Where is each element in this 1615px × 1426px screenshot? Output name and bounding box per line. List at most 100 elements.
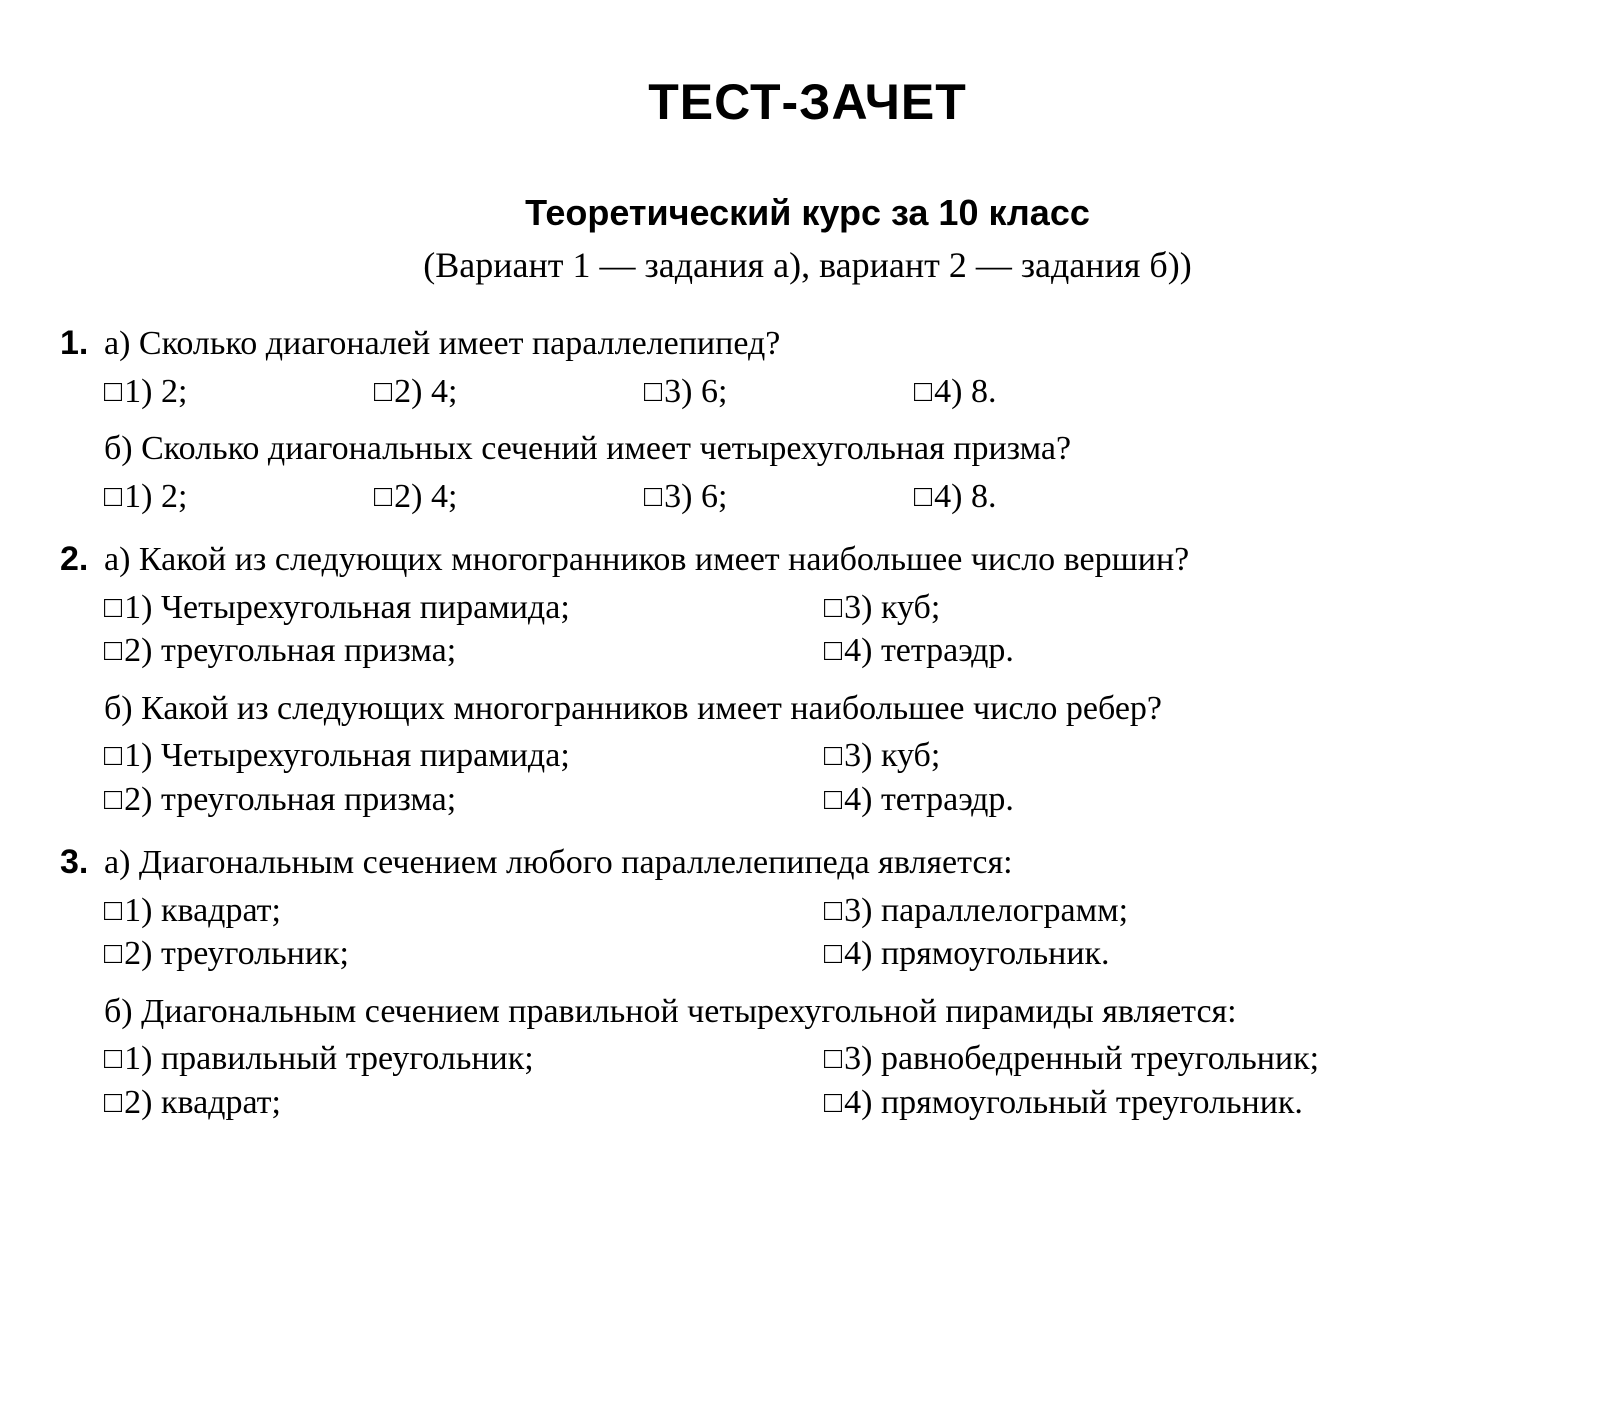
q3-number: 3. — [60, 841, 104, 885]
option-label: 4) прямоугольный треугольник. — [844, 1081, 1303, 1125]
document-title: ТЕСТ-ЗАЧЕТ — [60, 70, 1555, 134]
q1b-opt1[interactable]: □1) 2; — [104, 475, 374, 519]
q2a-opt3[interactable]: □3) куб; — [824, 586, 1524, 630]
question-1: 1. а) Сколько диагоналей имеет параллеле… — [60, 322, 1555, 518]
option-label: 4) 8. — [934, 475, 996, 519]
test-page: ТЕСТ-ЗАЧЕТ Теоретический курс за 10 клас… — [0, 0, 1615, 1426]
option-label: 4) тетраэдр. — [844, 629, 1014, 673]
option-label: 3) 6; — [664, 370, 727, 414]
q1b-text: б) Сколько диагональных сечений имеет че… — [104, 427, 1555, 471]
checkbox-icon: □ — [824, 593, 842, 623]
option-label: 2) треугольная призма; — [124, 778, 456, 822]
option-label: 2) квадрат; — [124, 1081, 281, 1125]
checkbox-icon: □ — [824, 1044, 842, 1074]
checkbox-icon: □ — [104, 1044, 122, 1074]
option-label: 4) тетраэдр. — [844, 778, 1014, 822]
question-2: 2. а) Какой из следующих многогранников … — [60, 538, 1555, 821]
option-label: 3) 6; — [664, 475, 727, 519]
q1a-opt1[interactable]: □1) 2; — [104, 370, 374, 414]
option-label: 1) 2; — [124, 370, 187, 414]
checkbox-icon: □ — [644, 482, 662, 512]
option-label: 1) Четырехугольная пирамида; — [124, 734, 570, 778]
checkbox-icon: □ — [104, 636, 122, 666]
q1a-head: 1. а) Сколько диагоналей имеет параллеле… — [60, 322, 1555, 366]
option-label: 3) куб; — [844, 586, 940, 630]
q2a-text: а) Какой из следующих многогранников име… — [104, 538, 1189, 582]
q1a-opt3[interactable]: □3) 6; — [644, 370, 914, 414]
q1b-opt4[interactable]: □4) 8. — [914, 475, 1184, 519]
q2b-head: б) Какой из следующих многогранников име… — [104, 687, 1555, 731]
q1a-opt2[interactable]: □2) 4; — [374, 370, 644, 414]
checkbox-icon: □ — [914, 482, 932, 512]
option-label: 4) прямоугольник. — [844, 932, 1109, 976]
q2a-opt1[interactable]: □1) Четырехугольная пирамида; — [104, 586, 824, 630]
checkbox-icon: □ — [104, 377, 122, 407]
option-label: 1) квадрат; — [124, 889, 281, 933]
checkbox-icon: □ — [104, 482, 122, 512]
option-label: 1) 2; — [124, 475, 187, 519]
q3a-head: 3. а) Диагональным сечением любого парал… — [60, 841, 1555, 885]
document-subtitle: Теоретический курс за 10 класс — [60, 190, 1555, 236]
checkbox-icon: □ — [104, 939, 122, 969]
q2b-opt1[interactable]: □1) Четырехугольная пирамида; — [104, 734, 824, 778]
option-label: 1) Четырехугольная пирамида; — [124, 586, 570, 630]
q2a-opt4[interactable]: □4) тетраэдр. — [824, 629, 1524, 673]
q3a-opt1[interactable]: □1) квадрат; — [104, 889, 824, 933]
option-label: 2) 4; — [394, 475, 457, 519]
option-label: 3) куб; — [844, 734, 940, 778]
q1b-opt3[interactable]: □3) 6; — [644, 475, 914, 519]
option-label: 2) треугольная призма; — [124, 629, 456, 673]
q3a-text: а) Диагональным сечением любого параллел… — [104, 841, 1013, 885]
checkbox-icon: □ — [824, 896, 842, 926]
checkbox-icon: □ — [104, 896, 122, 926]
q2a-options: □1) Четырехугольная пирамида; □3) куб; □… — [104, 586, 1555, 673]
q2b-opt2[interactable]: □2) треугольная призма; — [104, 778, 824, 822]
q2b-opt3[interactable]: □3) куб; — [824, 734, 1524, 778]
q3a-options: □1) квадрат; □3) параллелограмм; □2) тре… — [104, 889, 1555, 976]
q3b-opt3[interactable]: □3) равнобедренный треугольник; — [824, 1037, 1524, 1081]
checkbox-icon: □ — [104, 1088, 122, 1118]
q3a-opt3[interactable]: □3) параллелограмм; — [824, 889, 1524, 933]
checkbox-icon: □ — [104, 593, 122, 623]
q1b-head: б) Сколько диагональных сечений имеет че… — [104, 427, 1555, 471]
q2-number: 2. — [60, 538, 104, 582]
q1a-text: а) Сколько диагоналей имеет параллелепип… — [104, 322, 780, 366]
q3b-options: □1) правильный треугольник; □3) равнобед… — [104, 1037, 1555, 1124]
q2b-opt4[interactable]: □4) тетраэдр. — [824, 778, 1524, 822]
q3a-opt4[interactable]: □4) прямоугольник. — [824, 932, 1524, 976]
q3b-text: б) Диагональным сечением правильной четы… — [104, 990, 1555, 1034]
q1-number: 1. — [60, 322, 104, 366]
q1a-options: □1) 2; □2) 4; □3) 6; □4) 8. — [104, 370, 1555, 414]
option-label: 2) 4; — [394, 370, 457, 414]
checkbox-icon: □ — [374, 482, 392, 512]
checkbox-icon: □ — [104, 741, 122, 771]
q1a-opt4[interactable]: □4) 8. — [914, 370, 1184, 414]
variant-line: (Вариант 1 — задания а), вариант 2 — зад… — [60, 242, 1555, 288]
checkbox-icon: □ — [914, 377, 932, 407]
option-label: 2) треугольник; — [124, 932, 349, 976]
q2b-options: □1) Четырехугольная пирамида; □3) куб; □… — [104, 734, 1555, 821]
q3b-head: б) Диагональным сечением правильной четы… — [104, 990, 1555, 1034]
q2a-opt2[interactable]: □2) треугольная призма; — [104, 629, 824, 673]
checkbox-icon: □ — [824, 785, 842, 815]
option-label: 1) правильный треугольник; — [124, 1037, 534, 1081]
checkbox-icon: □ — [644, 377, 662, 407]
checkbox-icon: □ — [824, 939, 842, 969]
q2b-text: б) Какой из следующих многогранников име… — [104, 687, 1555, 731]
checkbox-icon: □ — [824, 741, 842, 771]
q3b-opt4[interactable]: □4) прямоугольный треугольник. — [824, 1081, 1524, 1125]
q2a-head: 2. а) Какой из следующих многогранников … — [60, 538, 1555, 582]
q3b-opt2[interactable]: □2) квадрат; — [104, 1081, 824, 1125]
checkbox-icon: □ — [824, 636, 842, 666]
checkbox-icon: □ — [824, 1088, 842, 1118]
question-3: 3. а) Диагональным сечением любого парал… — [60, 841, 1555, 1124]
q1b-options: □1) 2; □2) 4; □3) 6; □4) 8. — [104, 475, 1555, 519]
q1b-opt2[interactable]: □2) 4; — [374, 475, 644, 519]
q3a-opt2[interactable]: □2) треугольник; — [104, 932, 824, 976]
q3b-opt1[interactable]: □1) правильный треугольник; — [104, 1037, 824, 1081]
option-label: 3) параллелограмм; — [844, 889, 1128, 933]
checkbox-icon: □ — [104, 785, 122, 815]
option-label: 4) 8. — [934, 370, 996, 414]
checkbox-icon: □ — [374, 377, 392, 407]
option-label: 3) равнобедренный треугольник; — [844, 1037, 1319, 1081]
